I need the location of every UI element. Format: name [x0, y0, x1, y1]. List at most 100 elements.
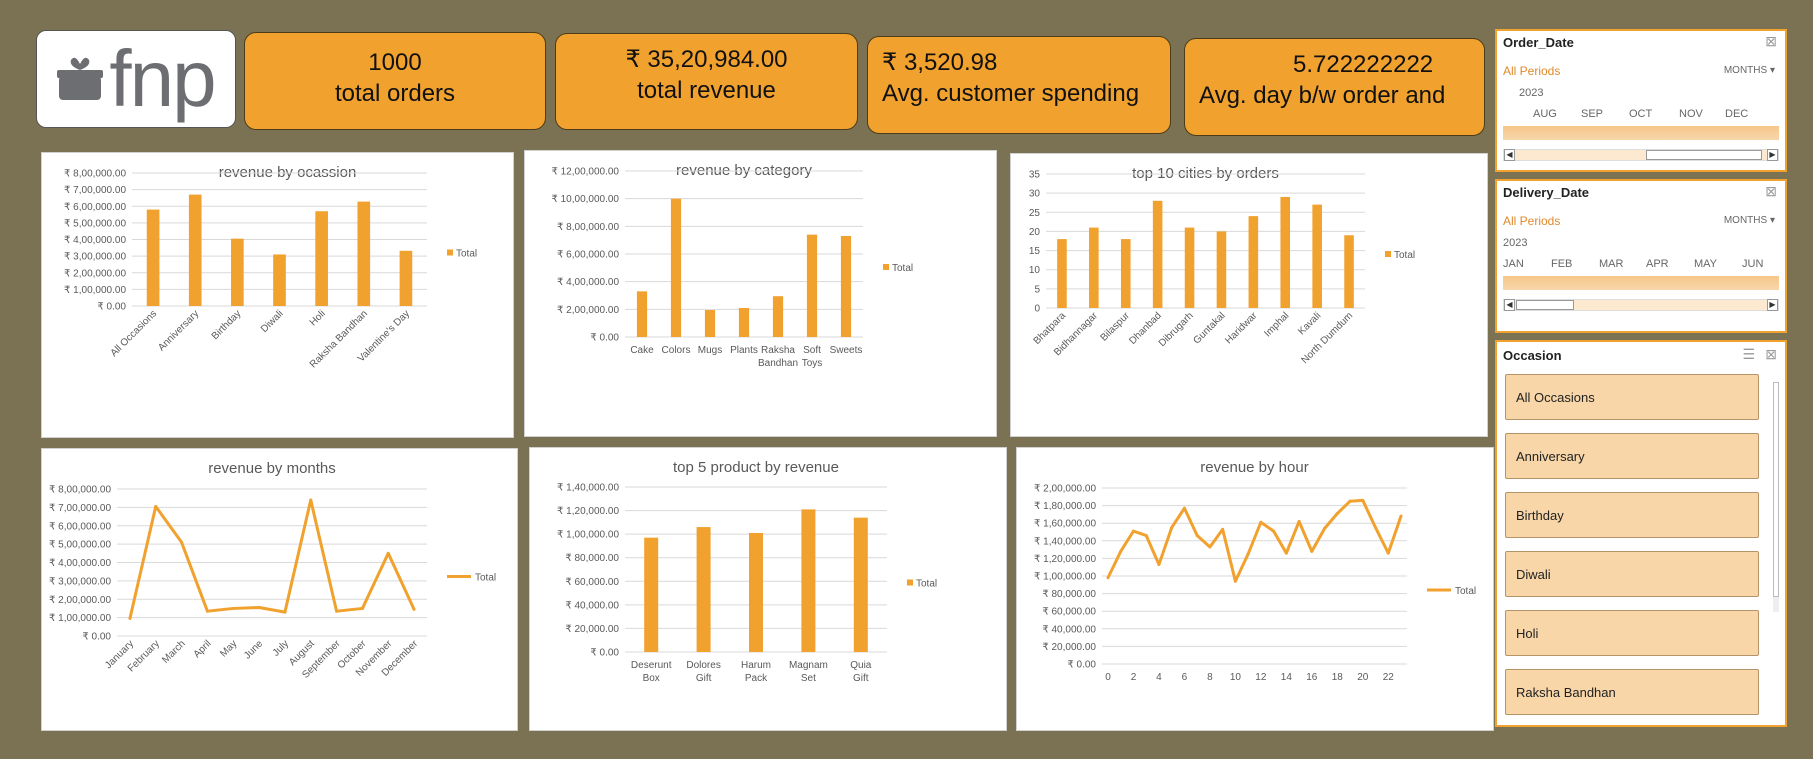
timeline-month[interactable]: MAY: [1694, 258, 1718, 270]
data-point[interactable]: [1170, 526, 1174, 530]
timeline-month[interactable]: DEC: [1725, 108, 1749, 120]
scroll-right-icon[interactable]: ▶: [1767, 149, 1778, 161]
data-point[interactable]: [257, 606, 261, 610]
data-point[interactable]: [180, 540, 184, 544]
chart-panel-occasion[interactable]: revenue by ocassion ₹ 0.00 ₹ 1,00,000.00 ₹ …: [41, 152, 514, 438]
timeline-month[interactable]: APR: [1646, 258, 1669, 270]
clear-filter-icon[interactable]: ⊠: [1765, 346, 1777, 362]
data-point[interactable]: [1246, 552, 1250, 556]
data-point[interactable]: [1348, 499, 1352, 503]
delivery-date-slicer[interactable]: Delivery_Date ⊠ All Periods MONTHS ▾ 202…: [1495, 179, 1787, 333]
series-line[interactable]: [128, 498, 416, 619]
data-point[interactable]: [1195, 534, 1199, 538]
bar[interactable]: [1312, 204, 1322, 308]
occasion-item[interactable]: Anniversary: [1505, 433, 1759, 479]
bar[interactable]: [1184, 227, 1195, 308]
bar[interactable]: [1248, 216, 1259, 308]
multi-select-icon[interactable]: ☰: [1742, 346, 1755, 362]
bar[interactable]: [749, 532, 763, 652]
data-point[interactable]: [1297, 519, 1301, 523]
data-point[interactable]: [283, 610, 287, 614]
bar[interactable]: [231, 238, 244, 306]
data-point[interactable]: [231, 606, 235, 610]
timeline-month[interactable]: JAN: [1503, 258, 1524, 270]
data-point[interactable]: [1208, 545, 1212, 549]
bar[interactable]: [1152, 200, 1163, 308]
bar[interactable]: [738, 307, 750, 337]
series-line[interactable]: [1106, 498, 1403, 583]
data-point[interactable]: [1310, 549, 1314, 553]
timeline-month[interactable]: OCT: [1629, 108, 1653, 120]
data-point[interactable]: [1233, 579, 1237, 583]
timeline-month[interactable]: MAR: [1599, 258, 1624, 270]
bar[interactable]: [399, 250, 413, 306]
data-point[interactable]: [1144, 534, 1148, 538]
all-periods-link[interactable]: All Periods: [1503, 214, 1561, 228]
data-point[interactable]: [1361, 498, 1365, 502]
occasion-item[interactable]: Holi: [1505, 610, 1759, 656]
scroll-right-icon[interactable]: ▶: [1767, 299, 1778, 311]
data-point[interactable]: [1386, 551, 1390, 555]
data-point[interactable]: [1272, 529, 1276, 533]
bar[interactable]: [1120, 239, 1131, 308]
data-point[interactable]: [1284, 551, 1288, 555]
occasion-item[interactable]: Birthday: [1505, 492, 1759, 538]
order-date-slicer[interactable]: Order_Date ⊠ All Periods MONTHS ▾ 2023 A…: [1495, 29, 1787, 172]
timeline-bar[interactable]: [1503, 276, 1779, 290]
bar[interactable]: [1280, 196, 1291, 308]
data-point[interactable]: [1374, 526, 1378, 530]
occasion-scrollbar[interactable]: [1773, 382, 1779, 612]
chart-panel-hour[interactable]: revenue by hour ₹ 0.00 ₹ 20,000.00 ₹ 40,000…: [1016, 447, 1494, 731]
bar[interactable]: [636, 291, 648, 337]
chart-panel-months[interactable]: revenue by months ₹ 0.00 ₹ 1,00,000.00 ₹ 2,…: [41, 448, 518, 731]
bar[interactable]: [853, 517, 868, 652]
timeline-month[interactable]: JUN: [1742, 258, 1764, 270]
timeline-month[interactable]: FEB: [1551, 258, 1573, 270]
period-unit-dropdown[interactable]: MONTHS ▾: [1724, 65, 1775, 76]
data-point[interactable]: [386, 551, 390, 555]
bar[interactable]: [772, 296, 784, 337]
bar[interactable]: [1057, 239, 1067, 308]
bar[interactable]: [806, 234, 818, 337]
data-point[interactable]: [1259, 520, 1263, 524]
occasion-item[interactable]: All Occasions: [1505, 374, 1759, 420]
bar[interactable]: [801, 509, 816, 652]
occasion-item[interactable]: Diwali: [1505, 551, 1759, 597]
data-point[interactable]: [205, 609, 209, 613]
scroll-thumb[interactable]: [1646, 150, 1762, 160]
data-point[interactable]: [128, 617, 132, 621]
timeline-month[interactable]: SEP: [1581, 108, 1604, 120]
bar[interactable]: [146, 209, 160, 306]
bar[interactable]: [704, 310, 716, 337]
scroll-thumb[interactable]: [1773, 382, 1779, 597]
clear-filter-icon[interactable]: ⊠: [1765, 183, 1777, 199]
data-point[interactable]: [1323, 526, 1327, 530]
bar[interactable]: [644, 537, 659, 652]
period-unit-dropdown[interactable]: MONTHS ▾: [1724, 215, 1775, 226]
scroll-left-icon[interactable]: ◀: [1504, 149, 1515, 161]
all-periods-link[interactable]: All Periods: [1503, 64, 1561, 78]
data-point[interactable]: [309, 498, 313, 502]
occasion-slicer[interactable]: Occasion ☰ ⊠ All Occasions Anniversary B…: [1495, 340, 1787, 727]
data-point[interactable]: [1157, 563, 1161, 567]
timeline-month[interactable]: AUG: [1533, 108, 1557, 120]
data-point[interactable]: [1131, 529, 1135, 533]
chart-panel-category[interactable]: revenue by category ₹ 0.00 ₹ 2,00,000.00 ₹ …: [524, 150, 997, 437]
timeline-scrollbar[interactable]: ◀ ▶: [1503, 149, 1779, 161]
occasion-item[interactable]: Raksha Bandhan: [1505, 669, 1759, 715]
data-point[interactable]: [335, 609, 339, 613]
data-point[interactable]: [1221, 527, 1225, 531]
chart-panel-cities[interactable]: top 10 cities by orders 0 5 10 15 20 25 30 35 Bha…: [1010, 153, 1488, 437]
data-point[interactable]: [360, 606, 364, 610]
timeline-scrollbar[interactable]: ◀ ▶: [1503, 299, 1779, 311]
clear-filter-icon[interactable]: ⊠: [1765, 33, 1777, 49]
timeline-bar[interactable]: [1503, 126, 1779, 140]
bar[interactable]: [670, 198, 682, 337]
bar[interactable]: [357, 201, 371, 306]
scroll-left-icon[interactable]: ◀: [1504, 299, 1515, 311]
data-point[interactable]: [1335, 512, 1339, 516]
bar[interactable]: [188, 194, 202, 306]
bar[interactable]: [273, 254, 286, 306]
data-point[interactable]: [154, 504, 158, 508]
chart-panel-products[interactable]: top 5 product by revenue ₹ 0.00 ₹ 20,000.0…: [529, 447, 1007, 731]
